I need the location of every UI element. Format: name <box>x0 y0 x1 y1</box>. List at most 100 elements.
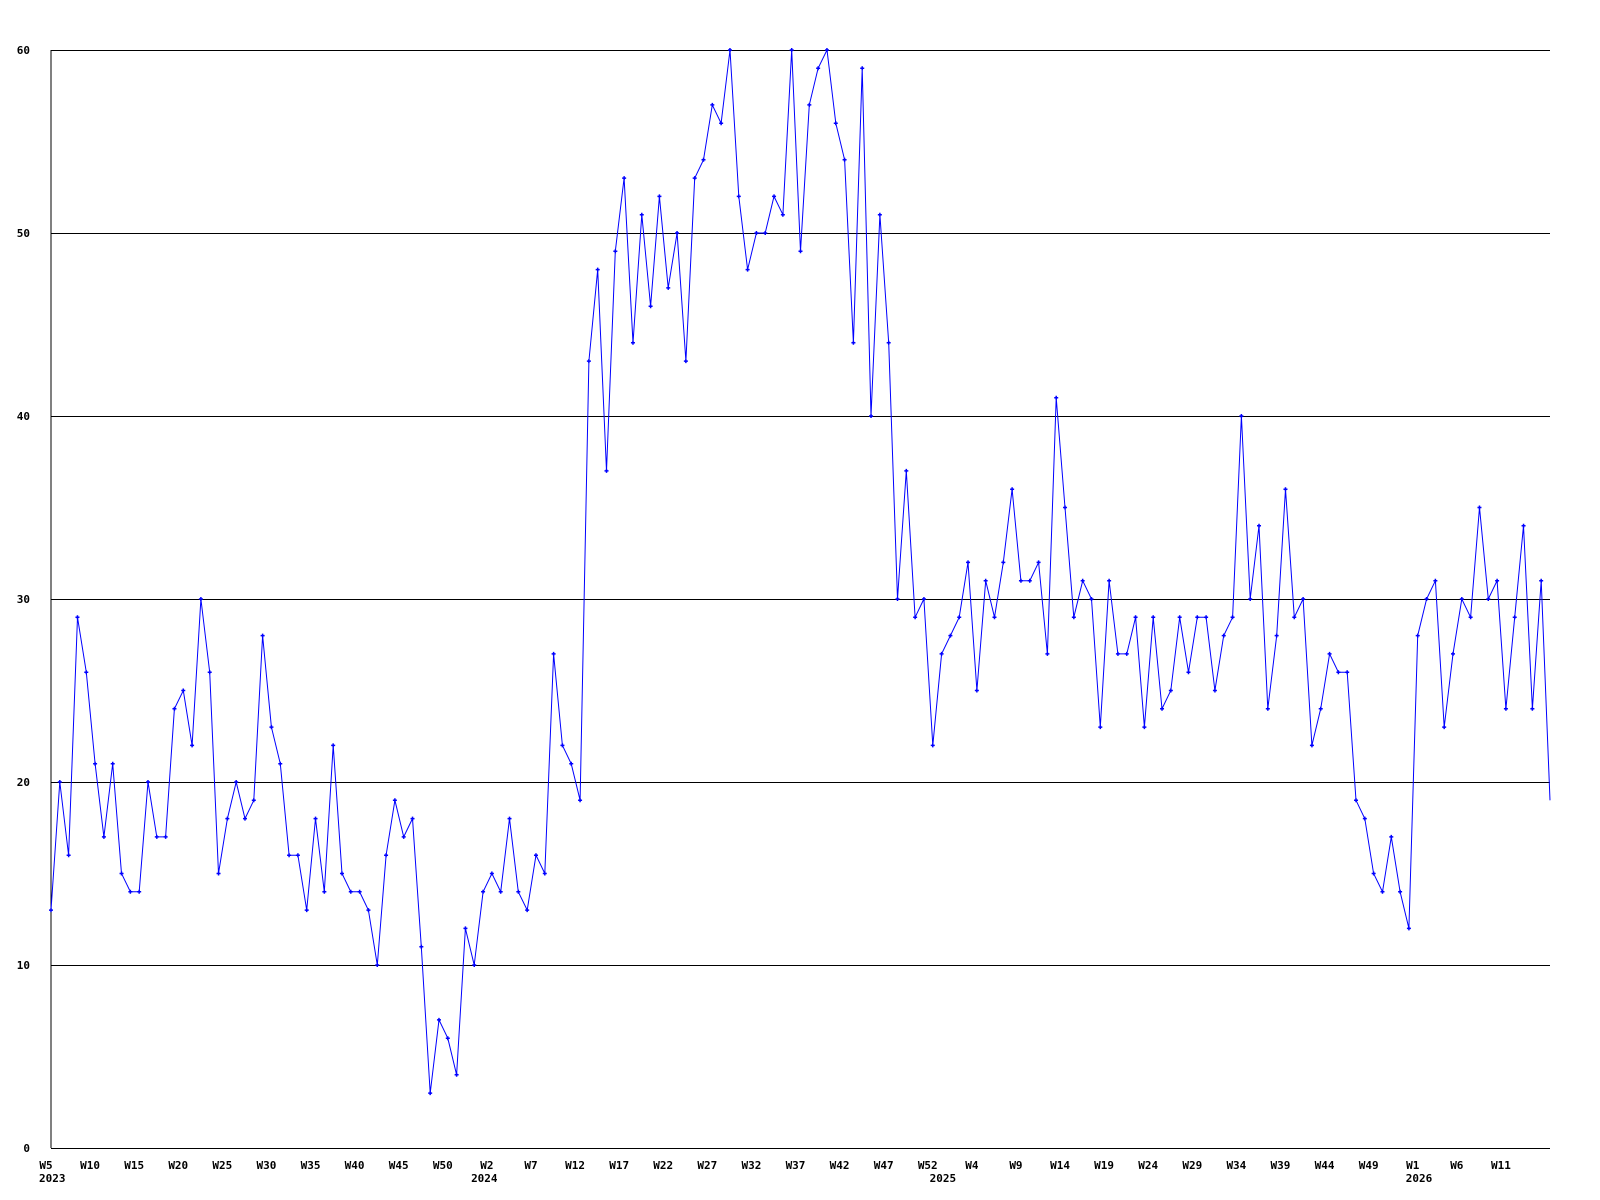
data-point <box>216 871 221 876</box>
data-point <box>410 816 415 821</box>
data-point <box>745 267 750 272</box>
y-tick-label: 60 <box>17 44 30 57</box>
data-point <box>1204 615 1209 620</box>
data-point <box>727 48 732 52</box>
data-point <box>1512 615 1517 620</box>
x-tick-label: W47 <box>874 1159 894 1172</box>
data-point <box>198 597 203 601</box>
data-point <box>419 944 424 949</box>
data-point <box>392 798 397 803</box>
data-point <box>242 816 247 821</box>
data-point <box>1309 743 1314 748</box>
data-point <box>604 468 609 473</box>
data-point <box>1036 560 1041 565</box>
data-point <box>1451 651 1456 656</box>
data-point <box>613 249 618 254</box>
data-point <box>1521 523 1526 528</box>
data-point <box>331 743 336 748</box>
data-point <box>1054 395 1059 400</box>
x-tick-label: W39 <box>1271 1159 1291 1172</box>
data-point <box>1503 706 1508 711</box>
data-point <box>842 157 847 162</box>
data-point <box>57 780 62 784</box>
data-point <box>525 908 530 913</box>
data-point <box>1239 414 1244 418</box>
data-point <box>904 468 909 473</box>
data-point <box>1442 725 1447 730</box>
data-point <box>1230 615 1235 620</box>
data-point <box>1124 651 1129 656</box>
data-point <box>1433 578 1438 583</box>
data-point <box>472 963 477 967</box>
data-point <box>516 889 521 894</box>
data-point <box>75 615 80 620</box>
x-tick-label: W20 <box>168 1159 188 1172</box>
year-label: 2023 <box>39 1172 66 1185</box>
data-point <box>1212 688 1217 693</box>
data-point <box>401 834 406 839</box>
data-point <box>1380 889 1385 894</box>
data-point <box>1107 578 1112 583</box>
data-point <box>983 578 988 583</box>
x-tick-label: W50 <box>433 1159 453 1172</box>
data-point <box>824 48 829 52</box>
data-point <box>719 121 724 126</box>
data-point <box>1292 615 1297 620</box>
data-point <box>163 834 168 839</box>
x-tick-label: W12 <box>565 1159 585 1172</box>
data-point <box>807 102 812 107</box>
data-point <box>1133 615 1138 620</box>
data-point <box>1345 670 1350 675</box>
data-point <box>957 615 962 620</box>
data-point <box>533 853 538 858</box>
data-point <box>992 615 997 620</box>
data-point <box>1195 615 1200 620</box>
data-point <box>1530 706 1535 711</box>
data-point <box>1080 578 1085 583</box>
x-tick-label: W34 <box>1226 1159 1246 1172</box>
year-label: 2024 <box>471 1172 498 1185</box>
data-point <box>648 304 653 309</box>
x-tick-label: W35 <box>301 1159 321 1172</box>
x-tick-label: W4 <box>965 1159 979 1172</box>
data-point <box>851 340 856 345</box>
data-point <box>683 359 688 364</box>
data-point <box>190 743 195 748</box>
data-point <box>1098 725 1103 730</box>
data-point <box>701 157 706 162</box>
data-point <box>1186 670 1191 675</box>
data-point <box>66 853 71 858</box>
data-point <box>1406 926 1411 931</box>
data-point <box>1539 578 1544 583</box>
data-point <box>586 359 591 364</box>
data-point <box>630 340 635 345</box>
x-tick-label: W44 <box>1315 1159 1335 1172</box>
year-label: 2026 <box>1406 1172 1433 1185</box>
data-point <box>172 706 177 711</box>
data-point <box>1274 633 1279 638</box>
data-point <box>366 908 371 913</box>
x-tick-label: W37 <box>786 1159 806 1172</box>
x-tick-label: W19 <box>1094 1159 1114 1172</box>
data-point <box>384 853 389 858</box>
data-point <box>833 121 838 126</box>
y-tick-label: 40 <box>17 410 30 423</box>
gridlines <box>51 50 1550 1149</box>
data-point <box>1371 871 1376 876</box>
data-point <box>1336 670 1341 675</box>
x-tick-label: W6 <box>1450 1159 1464 1172</box>
data-point <box>357 889 362 894</box>
data-point <box>1327 651 1332 656</box>
data-point <box>692 176 697 181</box>
data-point <box>736 194 741 199</box>
data-point <box>939 651 944 656</box>
data-point <box>507 816 512 821</box>
data-point <box>436 1017 441 1022</box>
data-point <box>1354 798 1359 803</box>
x-tick-label: W29 <box>1182 1159 1202 1172</box>
data-point <box>269 725 274 730</box>
x-tick-label: W17 <box>609 1159 629 1172</box>
data-point <box>1018 578 1023 583</box>
data-point <box>93 761 98 766</box>
data-point <box>313 816 318 821</box>
